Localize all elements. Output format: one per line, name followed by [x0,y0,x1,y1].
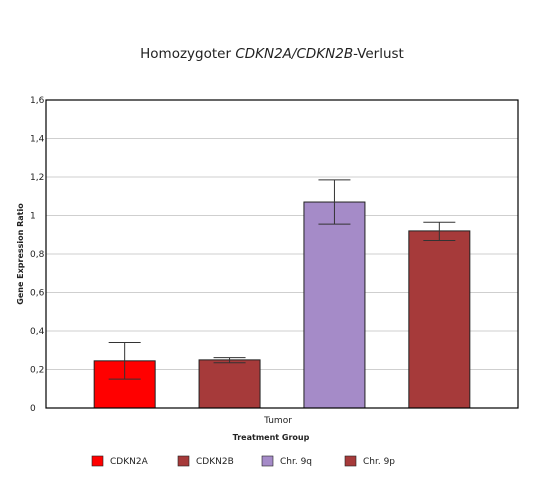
x-tick-label: Tumor [263,416,292,426]
y-tick-label: 1,6 [30,96,45,106]
chart-title-suffix: -Verlust [353,46,404,62]
y-axis-ticks: 0 0,2 0,4 0,6 0,8 1 1,2 1,4 1,6 [30,96,45,414]
legend-swatch [91,455,104,467]
legend-swatch [344,455,357,467]
chart-title-genes: CDKN2A/CDKN2B [235,46,353,62]
legend-swatch [177,455,190,467]
legend-label: CDKN2B [196,457,234,467]
gridlines [46,138,518,370]
error-bars [108,179,456,380]
x-axis-ticks: Tumor [263,416,292,426]
chart-title: Homozygoter CDKN2A/CDKN2B-Verlust [140,46,404,62]
bar-3 [408,230,471,409]
bars [93,201,471,409]
plot-area-frame [45,99,519,409]
y-tick-label: 0,4 [30,327,45,337]
legend-swatch [261,455,274,467]
y-tick-label: 0,6 [30,289,45,299]
bar-1 [198,359,261,409]
x-axis-title: Treatment Group [233,433,310,442]
chart-title-prefix: Homozygoter [140,46,235,62]
y-tick-label: 0 [30,404,36,414]
y-tick-label: 1,4 [30,135,45,145]
y-tick-label: 0,2 [30,366,44,376]
y-tick-label: 1,2 [30,173,44,183]
bar-2 [303,201,366,409]
y-tick-label: 1 [30,212,36,222]
y-axis-title: Gene Expression Ratio [16,203,25,305]
legend-label: Chr. 9p [363,457,395,467]
y-tick-label: 0,8 [30,250,45,260]
legend-label: Chr. 9q [280,457,312,467]
legend-label: CDKN2A [110,457,149,467]
legend: CDKN2A CDKN2B Chr. 9q Chr. 9p [91,455,395,467]
